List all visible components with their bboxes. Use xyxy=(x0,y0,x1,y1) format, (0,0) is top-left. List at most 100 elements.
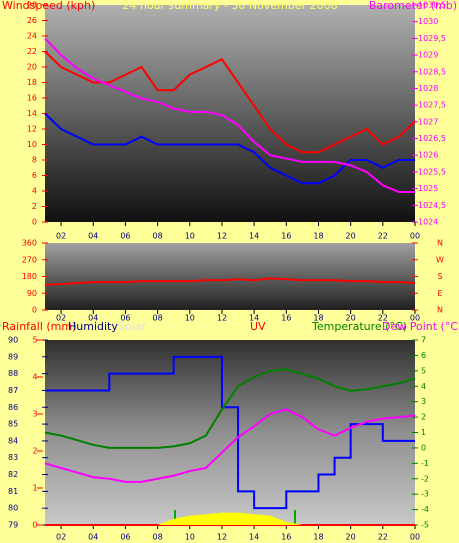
series-line xyxy=(44,112,415,185)
y-tick-label: 88 xyxy=(8,369,18,378)
panel xyxy=(45,340,415,525)
y2-tick-label: -4 xyxy=(421,505,429,514)
x-tick-label: 00 xyxy=(410,232,420,241)
y-tick-label: 84 xyxy=(8,436,18,445)
y3-tick-label: 0 xyxy=(32,521,37,530)
y3-tick-label: 1 xyxy=(32,484,37,493)
y-tick-label: 14 xyxy=(27,109,37,118)
y-tick-label: 85 xyxy=(8,420,18,429)
y-tick-label: 180 xyxy=(22,272,37,281)
y2-tick-label: 1030 xyxy=(418,17,438,26)
y3-tick-label: 3 xyxy=(32,410,37,419)
y2-tick-label: -3 xyxy=(421,490,429,499)
y2-tick-label: N xyxy=(437,239,443,248)
y2-tick-label: E xyxy=(437,289,442,298)
y-tick-label: 0 xyxy=(32,306,37,315)
x-tick-label: 14 xyxy=(249,232,259,241)
x-tick-label: 02 xyxy=(56,232,66,241)
y2-tick-label: W xyxy=(436,255,444,264)
x-tick-label: 22 xyxy=(378,314,388,323)
legend-label: UV xyxy=(250,320,266,333)
y2-tick-label: 1027 xyxy=(418,117,438,126)
x-tick-label: 02 xyxy=(56,314,66,323)
panel xyxy=(45,5,415,222)
y-tick-label: 82 xyxy=(8,470,18,479)
series-line xyxy=(44,37,415,193)
y-tick-label: 81 xyxy=(8,487,18,496)
x-tick-label: 22 xyxy=(378,533,388,542)
y3-tick-label: 4 xyxy=(32,373,37,382)
series-line xyxy=(44,408,416,483)
x-tick-label: 18 xyxy=(313,533,323,542)
legend-label: Humidity xyxy=(68,320,118,333)
y2-tick-label: 1026 xyxy=(418,151,438,160)
y2-tick-label: -2 xyxy=(421,474,429,483)
y2-tick-label: 5 xyxy=(421,366,426,375)
y-tick-label: 4 xyxy=(32,187,37,196)
y-tick-label: 6 xyxy=(32,171,37,180)
y-tick-label: 28 xyxy=(27,1,37,10)
series-area xyxy=(45,512,415,525)
y-tick-label: 80 xyxy=(8,504,18,513)
y2-tick-label: 7 xyxy=(421,336,426,345)
y2-tick-label: 1029,5 xyxy=(418,34,446,43)
y-tick-label: 18 xyxy=(27,78,37,87)
legend-label: Rainfall (mm) xyxy=(2,320,76,333)
y3-tick-label: 2 xyxy=(32,447,37,456)
y2-tick-label: 1029 xyxy=(418,51,438,60)
y-tick-label: 360 xyxy=(22,239,37,248)
y-tick-label: 2 xyxy=(32,202,37,211)
panel xyxy=(45,243,415,310)
y-tick-label: 26 xyxy=(27,16,37,25)
y2-axis-label: Barometer (mb) xyxy=(369,0,457,12)
y2-tick-label: 2 xyxy=(421,413,426,422)
x-tick-label: 04 xyxy=(88,533,98,542)
chart-title: 24 hour summary - 30 November 2008 xyxy=(122,0,337,12)
legend-label: Solar xyxy=(118,320,147,333)
y2-tick-label: 4 xyxy=(421,382,426,391)
y2-tick-label: 1030,5 xyxy=(418,1,446,10)
x-tick-label: 04 xyxy=(88,232,98,241)
x-tick-label: 08 xyxy=(153,314,163,323)
x-tick-label: 02 xyxy=(56,533,66,542)
y-tick-label: 90 xyxy=(27,289,37,298)
x-tick-label: 00 xyxy=(410,533,420,542)
legend-label: Dew Point (°C) xyxy=(382,320,459,333)
x-tick-label: 10 xyxy=(185,533,195,542)
y-tick-label: 22 xyxy=(27,47,37,56)
x-tick-label: 14 xyxy=(249,533,259,542)
y-axis-label: Windspeed (kph) xyxy=(2,0,95,12)
y2-tick-label: 0 xyxy=(421,443,426,452)
y-tick-label: 90 xyxy=(8,336,18,345)
y2-tick-label: 1 xyxy=(421,428,426,437)
y-tick-label: 83 xyxy=(8,453,18,462)
x-tick-label: 16 xyxy=(281,314,291,323)
y2-tick-label: -5 xyxy=(421,521,429,530)
x-tick-label: 06 xyxy=(120,533,130,542)
y-tick-label: 12 xyxy=(27,125,37,134)
series-line xyxy=(44,277,416,286)
y2-tick-label: 1028,5 xyxy=(418,67,446,76)
y-tick-label: 79 xyxy=(8,521,18,530)
y3-tick-label: 5 xyxy=(32,336,37,345)
y2-tick-label: 1024,5 xyxy=(418,201,446,210)
x-tick-label: 00 xyxy=(410,314,420,323)
y2-tick-label: S xyxy=(437,272,442,281)
x-tick-label: 16 xyxy=(281,232,291,241)
x-tick-label: 20 xyxy=(346,232,356,241)
y2-tick-label: 1028 xyxy=(418,84,438,93)
legend-label: Temperature (°C) xyxy=(311,320,407,333)
y2-tick-label: 1024 xyxy=(418,218,438,227)
y2-tick-label: 6 xyxy=(421,351,426,360)
x-tick-label: 20 xyxy=(346,314,356,323)
y-tick-label: 86 xyxy=(8,403,18,412)
x-tick-label: 10 xyxy=(185,314,195,323)
x-tick-label: 22 xyxy=(378,232,388,241)
y2-tick-label: 1026,5 xyxy=(418,134,446,143)
x-tick-label: 16 xyxy=(281,533,291,542)
y2-tick-label: N xyxy=(437,306,443,315)
y-tick-label: 20 xyxy=(27,63,37,72)
y2-tick-label: 1025,5 xyxy=(418,167,446,176)
y-tick-label: 0 xyxy=(32,218,37,227)
